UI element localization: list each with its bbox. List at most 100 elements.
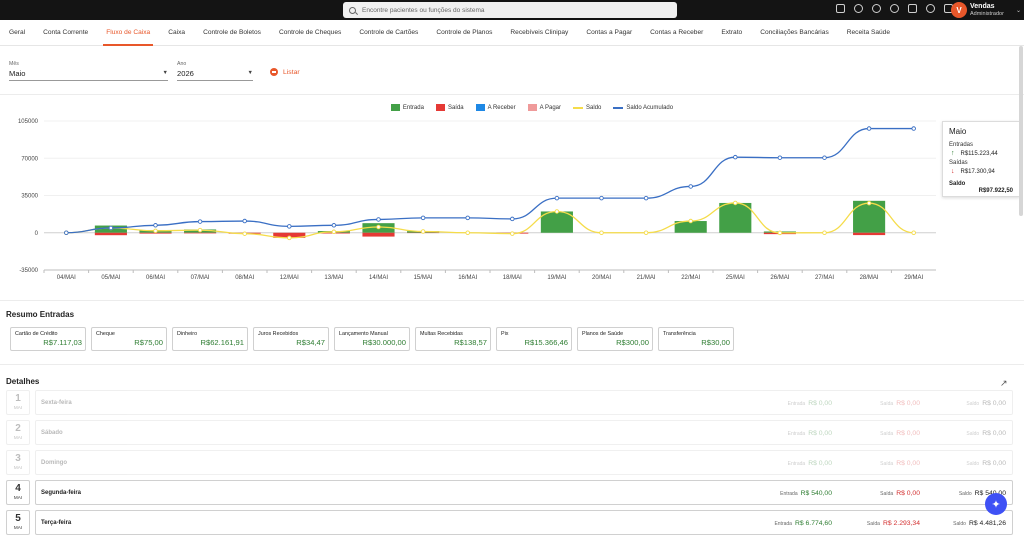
list-button-label: Listar	[283, 69, 300, 76]
point-saldo-acumulado	[421, 216, 425, 220]
assistant-button[interactable]: ✦	[985, 493, 1007, 515]
search-placeholder: Encontre pacientes ou funções do sistema	[362, 7, 485, 14]
tooltip-out-label: Saídas	[949, 160, 1013, 166]
tab-extrato[interactable]: Extrato	[712, 20, 751, 46]
tab-concilia-es-banc-rias[interactable]: Conciliações Bancárias	[751, 20, 838, 46]
point-saldo	[689, 219, 693, 223]
card-label: Juros Recebidos	[258, 331, 324, 337]
in-label: Entrada	[788, 431, 806, 437]
card-value: R$7.117,03	[43, 338, 82, 347]
video-icon[interactable]	[836, 4, 845, 13]
tab-receita-sa-de[interactable]: Receita Saúde	[838, 20, 899, 46]
chart-tooltip: Maio Entradas ↑R$115.223,44 Saídas ↓R$17…	[942, 121, 1020, 197]
list-button[interactable]: Listar	[270, 68, 300, 76]
bar-entrada	[719, 203, 751, 233]
in-label: Entrada	[774, 521, 792, 527]
point-saldo	[421, 230, 425, 234]
tab-controle-de-boletos[interactable]: Controle de Boletos	[194, 20, 270, 46]
balance-value: R$ 0,00	[982, 430, 1006, 437]
point-saldo	[154, 229, 158, 233]
tab-caixa[interactable]: Caixa	[159, 20, 194, 46]
resumo-title: Resumo Entradas	[6, 310, 74, 319]
tab-controle-de-cheques[interactable]: Controle de Cheques	[270, 20, 350, 46]
bar-sa-da	[362, 233, 394, 237]
tab-controle-de-cart-es[interactable]: Controle de Cartões	[350, 20, 427, 46]
in-value: R$ 540,00	[801, 490, 832, 497]
tab-fluxo-de-caixa[interactable]: Fluxo de Caixa	[97, 20, 159, 46]
card-label: Lançamento Manual	[339, 331, 405, 337]
tab-contas-a-pagar[interactable]: Contas a Pagar	[577, 20, 641, 46]
user-menu[interactable]: Vendas Administrador ⌄	[970, 3, 1004, 18]
bar-sa-da	[95, 233, 127, 235]
dropdown-arrow-icon: ▼	[248, 70, 253, 76]
point-saldo	[198, 228, 202, 232]
day-number: 4	[7, 483, 29, 495]
out-label: Saída	[867, 521, 880, 527]
line-saldo-acumulado	[66, 129, 913, 233]
x-tick-label: 28/MAI	[860, 275, 879, 281]
search-input[interactable]: Encontre pacientes ou funções do sistema	[343, 2, 677, 18]
out-label: Saída	[880, 461, 893, 467]
card-label: Multas Recebidas	[420, 331, 486, 337]
bar-entrada	[541, 211, 573, 232]
year-select[interactable]: 2026 ▼	[177, 69, 253, 81]
search-icon	[349, 7, 356, 14]
bar-sa-da	[853, 233, 885, 235]
x-tick-label: 16/MAI	[458, 275, 477, 281]
day-number: 5	[7, 513, 29, 525]
card-value: R$34,47	[296, 338, 325, 347]
card-value: R$300,00	[616, 338, 649, 347]
tooltip-balance-value: R$97.922,50	[979, 188, 1013, 194]
sparkle-icon[interactable]	[854, 4, 863, 13]
balance-value: R$ 0,00	[982, 460, 1006, 467]
chat-icon[interactable]	[908, 4, 917, 13]
x-tick-label: 06/MAI	[146, 275, 165, 281]
avatar[interactable]: V	[951, 2, 967, 18]
tab-contas-a-receber[interactable]: Contas a Receber	[641, 20, 712, 46]
headset-icon[interactable]	[872, 4, 881, 13]
tab-geral[interactable]: Geral	[0, 20, 34, 46]
out-label: Saída	[880, 401, 893, 407]
bell-icon[interactable]	[926, 4, 935, 13]
card-label: Planos de Saúde	[582, 331, 648, 337]
weekday: Segunda-feira	[41, 490, 81, 496]
balance-value: R$ 0,00	[982, 400, 1006, 407]
tab-controle-de-planos[interactable]: Controle de Planos	[427, 20, 501, 46]
open-external-icon[interactable]: ↗	[1000, 378, 1008, 389]
out-value: R$ 0,00	[896, 460, 920, 467]
x-tick-label: 14/MAI	[369, 275, 388, 281]
in-value: R$ 6.774,60	[795, 520, 832, 527]
divider	[0, 94, 1024, 95]
balance-label: Saldo	[966, 431, 979, 437]
point-saldo-acumulado	[689, 185, 693, 189]
card-value: R$138,57	[454, 338, 487, 347]
scrollbar[interactable]	[1019, 46, 1023, 216]
month-select[interactable]: Maio ▼	[9, 69, 168, 81]
month-value: Maio	[9, 69, 25, 78]
tab-conta-corrente[interactable]: Conta Corrente	[34, 20, 97, 46]
in-label: Entrada	[788, 461, 806, 467]
point-saldo	[332, 230, 336, 234]
history-icon[interactable]	[890, 4, 899, 13]
tab-receb-veis-clinipay[interactable]: Recebíveis Clinipay	[501, 20, 577, 46]
